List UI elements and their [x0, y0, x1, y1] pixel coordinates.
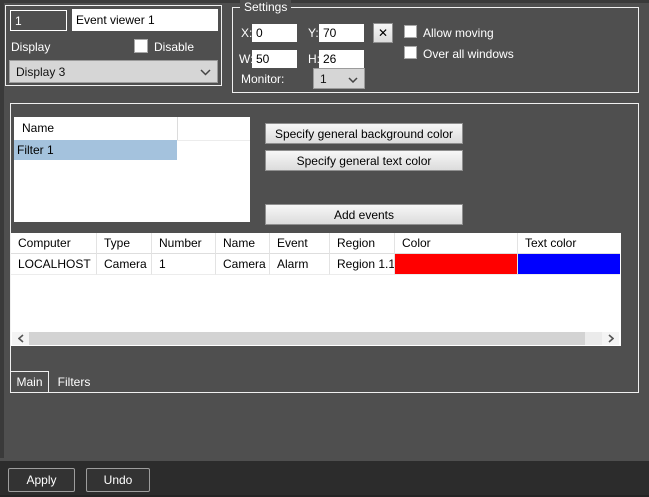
scrollbar-thumb[interactable] [29, 332, 585, 345]
filter-list-item[interactable]: Filter 1 [14, 140, 177, 160]
window-top-edge [0, 0, 649, 3]
settings-group: Settings X: Y: ✕ Allow moving W: H: Over… [232, 0, 639, 93]
undo-button[interactable]: Undo [86, 468, 150, 492]
object-name-field[interactable] [72, 9, 218, 31]
disable-checkbox[interactable] [134, 39, 148, 53]
tab-filters[interactable]: Filters [57, 375, 91, 389]
w-field[interactable] [252, 50, 297, 68]
column-header-type[interactable]: Type [97, 233, 152, 254]
events-table: Computer Type Number Name Event Region C… [11, 233, 621, 346]
apply-button[interactable]: Apply [8, 468, 75, 492]
cell-name: Camera 1 [216, 254, 270, 275]
y-label: Y: [308, 26, 319, 40]
y-field[interactable] [319, 24, 364, 42]
cell-event: Alarm [270, 254, 330, 275]
tab-main[interactable]: Main [10, 371, 49, 393]
settings-group-title: Settings [240, 0, 292, 14]
cell-region: Region 1.1 [330, 254, 395, 275]
window-left-edge [0, 0, 4, 458]
column-header-name[interactable]: Name [216, 233, 270, 254]
specify-text-color-button[interactable]: Specify general text color [265, 150, 463, 171]
cell-type: Camera [97, 254, 152, 275]
column-divider [177, 117, 178, 140]
monitor-select-value: 1 [320, 71, 327, 86]
cell-number: 1 [152, 254, 216, 275]
cell-computer: LOCALHOST [11, 254, 97, 275]
filter-list: Name Filter 1 [14, 117, 250, 222]
allow-moving-checkbox[interactable] [404, 25, 417, 38]
display-select-value: Display 3 [16, 64, 66, 79]
specify-background-color-button[interactable]: Specify general background color [265, 123, 463, 144]
event-table-row[interactable]: LOCALHOST Camera 1 Camera 1 Alarm Region… [11, 254, 621, 275]
chevron-left-icon [17, 332, 24, 346]
cell-text-color-swatch [518, 254, 620, 275]
x-label: X: [241, 26, 253, 40]
h-field[interactable] [319, 50, 364, 68]
filter-list-header[interactable]: Name [14, 117, 250, 141]
cell-color-swatch [395, 254, 518, 275]
chevron-right-icon [607, 332, 614, 346]
scroll-left-button[interactable] [12, 332, 29, 345]
column-header-text-color[interactable]: Text color [518, 233, 620, 254]
disable-label: Disable [154, 40, 195, 54]
monitor-select[interactable]: 1 [313, 68, 365, 89]
monitor-label: Monitor: [241, 72, 285, 86]
add-events-button[interactable]: Add events [265, 204, 463, 225]
over-all-windows-checkbox[interactable] [404, 46, 417, 59]
display-label: Display [11, 40, 51, 54]
allow-moving-label: Allow moving [423, 26, 494, 40]
column-header-region[interactable]: Region [330, 233, 395, 254]
column-header-computer[interactable]: Computer [11, 233, 97, 254]
column-header-event[interactable]: Event [270, 233, 330, 254]
chevron-down-icon [348, 72, 358, 86]
footer-bar: Apply Undo [0, 461, 649, 497]
horizontal-scrollbar[interactable] [12, 332, 619, 345]
h-label: H: [308, 52, 320, 66]
display-select[interactable]: Display 3 [9, 60, 218, 83]
column-header-color[interactable]: Color [395, 233, 518, 254]
clear-position-button[interactable]: ✕ [373, 23, 393, 43]
w-label: W: [239, 52, 254, 66]
scroll-right-button[interactable] [602, 332, 619, 345]
object-id-field[interactable] [10, 10, 67, 31]
column-header-number[interactable]: Number [152, 233, 216, 254]
identity-group: Display Disable Display 3 [5, 5, 222, 86]
scrollbar-track[interactable] [585, 332, 602, 345]
chevron-down-icon [200, 65, 211, 79]
events-table-header: Computer Type Number Name Event Region C… [11, 233, 621, 254]
main-tab-panel: Name Filter 1 Specify general background… [10, 103, 639, 393]
over-all-windows-label: Over all windows [423, 47, 514, 61]
x-field[interactable] [252, 24, 297, 42]
